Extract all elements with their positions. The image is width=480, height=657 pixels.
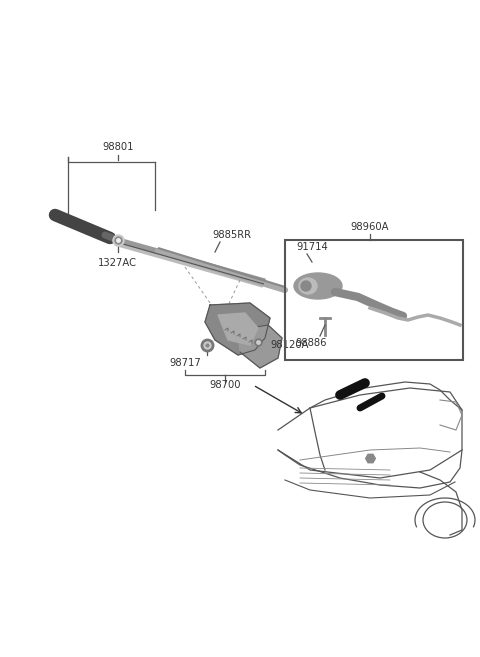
Text: 1327AC: 1327AC xyxy=(98,258,137,268)
Polygon shape xyxy=(218,313,258,345)
Text: 98120A: 98120A xyxy=(270,340,309,350)
Text: 9885RR: 9885RR xyxy=(212,230,251,240)
Ellipse shape xyxy=(294,273,342,299)
Ellipse shape xyxy=(299,278,317,294)
Ellipse shape xyxy=(301,281,311,291)
Text: 98886: 98886 xyxy=(295,338,326,348)
Text: 98700: 98700 xyxy=(209,380,241,390)
Text: 98801: 98801 xyxy=(102,142,134,152)
Polygon shape xyxy=(205,303,270,355)
Text: 91714: 91714 xyxy=(296,242,328,252)
Text: 98717: 98717 xyxy=(169,358,201,368)
Polygon shape xyxy=(238,325,282,368)
Text: 98960A: 98960A xyxy=(351,222,389,232)
Bar xyxy=(285,240,463,360)
